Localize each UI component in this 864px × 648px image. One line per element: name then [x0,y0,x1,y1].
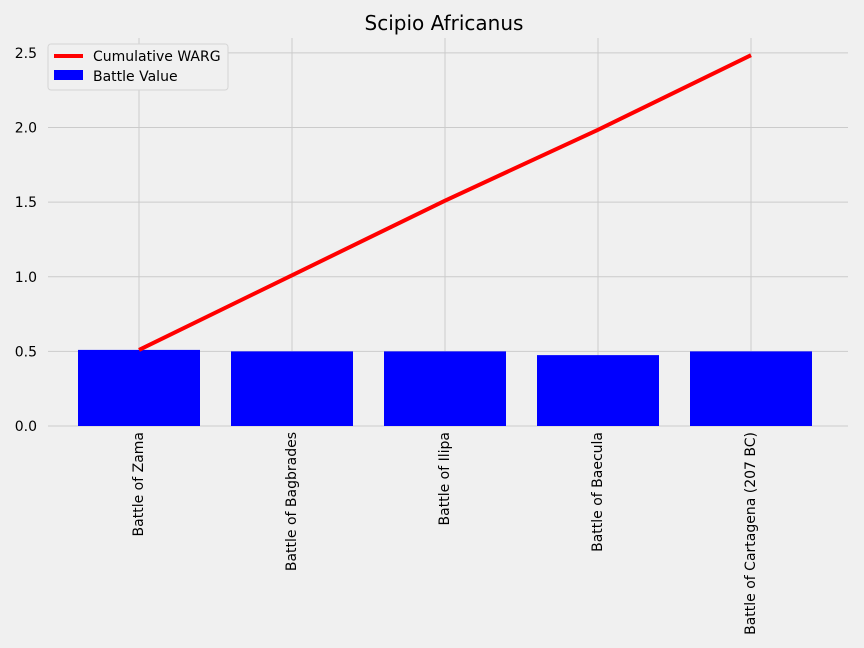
x-tick-label: Battle of Bagbrades [284,432,300,571]
y-tick-label: 0.5 [15,344,37,360]
y-tick-label: 1.0 [15,270,37,286]
bar [537,355,659,426]
bars-layer [78,349,812,426]
bar [231,351,353,426]
x-tick-label: Battle of Cartagena (207 BC) [743,432,759,635]
legend-label-bar: Battle Value [93,69,178,85]
legend-label-line: Cumulative WARG [93,49,221,65]
legend: Cumulative WARG Battle Value [47,43,229,91]
line-layer [138,53,752,352]
bar [78,349,200,426]
x-tick-label: Battle of Ilipa [437,432,453,525]
y-tick-label: 0.0 [15,419,37,435]
bar [690,351,812,426]
cumulative-line [138,53,752,352]
chart-title: Scipio Africanus [365,11,524,35]
y-tick-label: 2.0 [15,121,37,137]
y-axis: 0.0 0.5 1.0 1.5 2.0 2.5 [15,46,37,435]
legend-frame [47,43,229,91]
y-tick-label: 1.5 [15,195,37,211]
legend-bar-swatch [54,70,83,80]
x-tick-label: Battle of Zama [131,432,147,536]
bar [384,351,506,426]
y-tick-label: 2.5 [15,46,37,62]
x-axis: Battle of Zama Battle of Bagbrades Battle … [131,432,759,635]
x-tick-label: Battle of Baecula [590,432,606,552]
